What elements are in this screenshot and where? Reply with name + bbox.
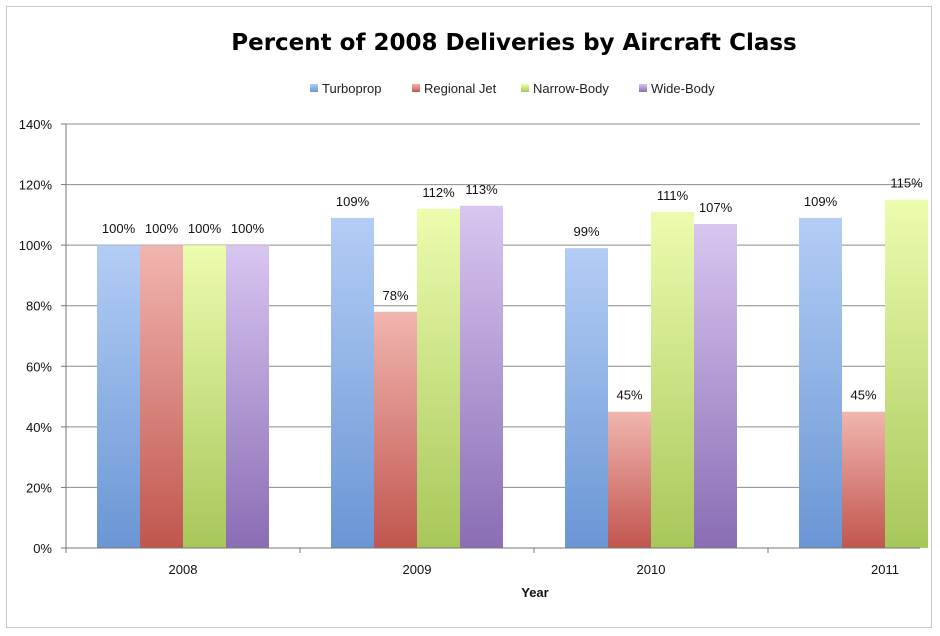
x-tick-label: 2011 bbox=[871, 562, 899, 577]
bar-turboprop-2008 bbox=[97, 245, 140, 548]
legend-item-turboprop: Turboprop bbox=[310, 81, 382, 96]
x-tick-label: 2008 bbox=[169, 562, 198, 577]
bar-narrow-body-2009 bbox=[417, 208, 460, 549]
legend-label: Turboprop bbox=[322, 81, 382, 96]
bar-turboprop-2010 bbox=[565, 248, 608, 548]
data-label: 113% bbox=[465, 182, 498, 197]
bar-turboprop-2011 bbox=[799, 217, 842, 548]
data-label: 112% bbox=[422, 185, 455, 200]
data-label: 100% bbox=[145, 221, 179, 236]
bar-wide-body-2010 bbox=[694, 223, 737, 548]
y-tick-label: 40% bbox=[26, 420, 52, 435]
bar-regional-jet-2008 bbox=[140, 245, 183, 548]
legend-swatch bbox=[639, 84, 647, 92]
data-label: 45% bbox=[616, 388, 642, 403]
legend-swatch bbox=[310, 84, 318, 92]
bar-turboprop-2009 bbox=[331, 217, 374, 548]
bar-regional-jet-2011 bbox=[842, 411, 885, 548]
legend-item-regional-jet: Regional Jet bbox=[412, 81, 497, 96]
legend-item-wide-body: Wide-Body bbox=[639, 81, 715, 96]
legend-swatch bbox=[521, 84, 529, 92]
bar-regional-jet-2009 bbox=[374, 311, 417, 548]
bar-wide-body-2009 bbox=[460, 205, 503, 548]
data-label: 109% bbox=[804, 194, 838, 209]
data-label: 115% bbox=[890, 176, 923, 191]
data-label: 111% bbox=[657, 188, 689, 203]
x-tick-label: 2009 bbox=[403, 562, 432, 577]
legend-label: Regional Jet bbox=[424, 81, 497, 96]
y-tick-label: 140% bbox=[19, 117, 53, 132]
bar-regional-jet-2010 bbox=[608, 411, 651, 548]
legend: Turboprop Regional Jet Narrow-Body Wide-Bod… bbox=[310, 81, 715, 96]
y-tick-label: 120% bbox=[19, 178, 53, 193]
data-labels: 100% 100% 100% 100% 109% 78% 112% 113% 99% 45% 111… bbox=[102, 176, 923, 403]
bar-wide-body-2008 bbox=[226, 245, 269, 548]
bars bbox=[97, 199, 928, 549]
y-tick-label: 100% bbox=[19, 238, 53, 253]
y-tick-label: 60% bbox=[26, 359, 52, 374]
bar-narrow-body-2011 bbox=[885, 199, 928, 548]
x-axis-title: Year bbox=[521, 585, 548, 600]
legend-label: Narrow-Body bbox=[533, 81, 609, 96]
data-label: 100% bbox=[188, 221, 222, 236]
y-tick-label: 0% bbox=[33, 541, 52, 556]
data-label: 45% bbox=[850, 388, 876, 403]
y-tick-label: 20% bbox=[26, 480, 52, 495]
legend-label: Wide-Body bbox=[651, 81, 715, 96]
data-label: 109% bbox=[336, 194, 370, 209]
data-label: 100% bbox=[102, 221, 136, 236]
legend-swatch bbox=[412, 84, 420, 92]
bar-narrow-body-2008 bbox=[183, 245, 226, 548]
legend-item-narrow-body: Narrow-Body bbox=[521, 81, 609, 96]
data-label: 100% bbox=[231, 221, 265, 236]
bar-narrow-body-2010 bbox=[651, 211, 694, 549]
axes: 0% 20% 40% 60% 80% 100% 120% 140% 2008 2009 2010 20… bbox=[19, 117, 920, 577]
x-tick-label: 2010 bbox=[637, 562, 666, 577]
y-tick-label: 80% bbox=[26, 299, 52, 314]
data-label: 78% bbox=[382, 288, 408, 303]
chart-title: Percent of 2008 Deliveries by Aircraft C… bbox=[231, 30, 796, 56]
data-label: 107% bbox=[699, 200, 733, 215]
data-label: 99% bbox=[573, 224, 599, 239]
